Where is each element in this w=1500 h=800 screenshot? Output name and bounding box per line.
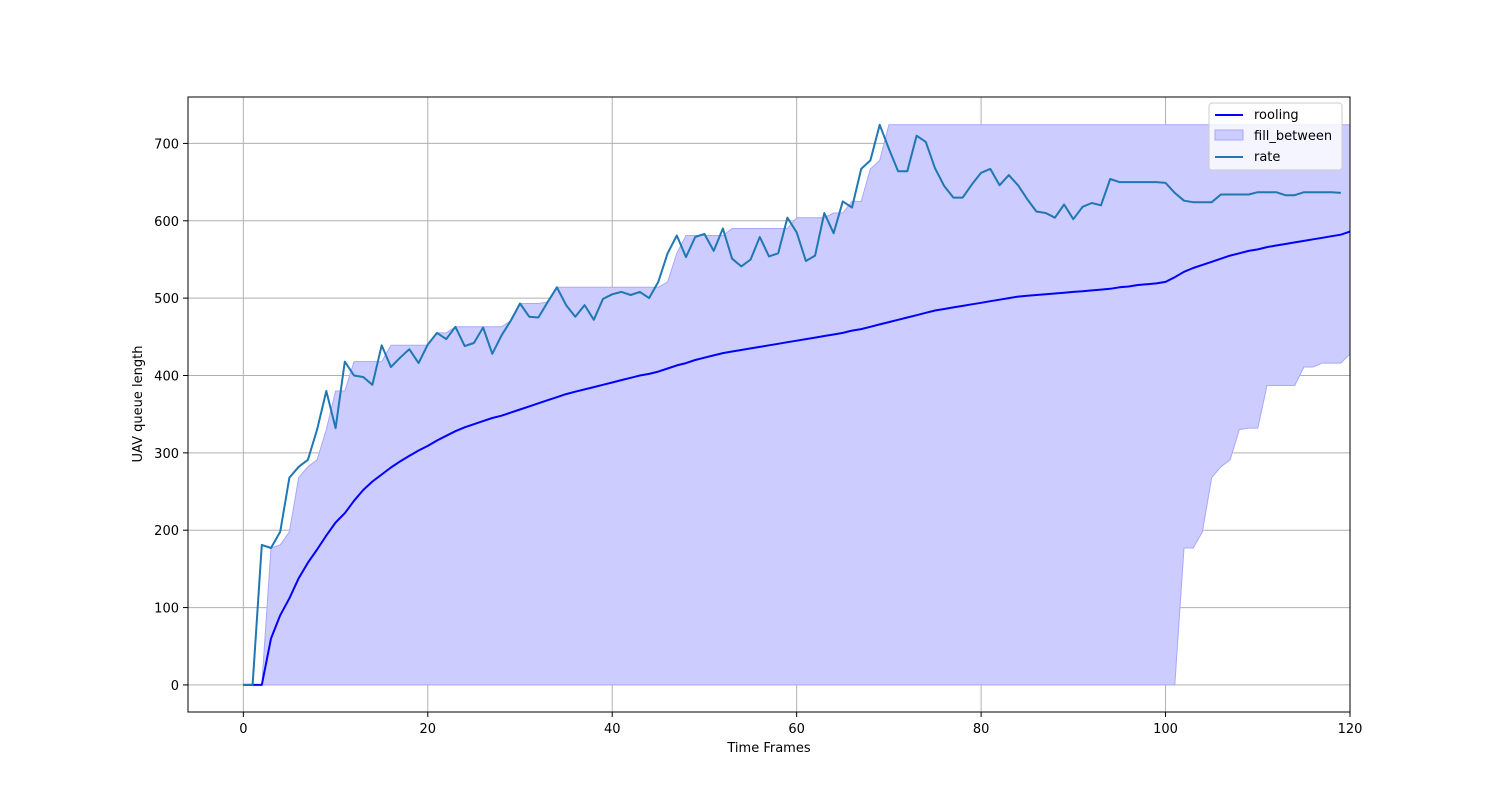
series-line-rooling (243, 230, 1351, 686)
legend-box (1208, 102, 1343, 171)
y-axis-label: UAV queue length (131, 346, 146, 463)
x-tick-label: 100 (1153, 722, 1178, 737)
plot-frame (187, 96, 1351, 713)
legend-label-rooling: rooling (1254, 108, 1299, 123)
x-tick-label: 80 (973, 722, 990, 737)
ticks: 0 20 40 60 80 100 120 0 100 200 300 400 500 600 700 (154, 137, 1362, 737)
series-lines (243, 123, 1351, 686)
y-tick-label: 200 (154, 524, 179, 539)
y-tick-label: 100 (154, 602, 179, 617)
x-tick-label: 120 (1338, 722, 1363, 737)
y-tick-label: 600 (154, 215, 179, 230)
x-axis-label: Time Frames (726, 741, 810, 756)
series-line-rate (243, 123, 1341, 686)
y-tick-label: 0 (171, 679, 179, 694)
x-tick-label: 60 (788, 722, 805, 737)
y-tick-label: 500 (154, 292, 179, 307)
y-tick-label: 700 (154, 137, 179, 152)
x-tick-label: 20 (420, 722, 437, 737)
y-tick-label: 400 (154, 369, 179, 384)
y-tick-label: 300 (154, 447, 179, 462)
x-tick-label: 0 (239, 722, 247, 737)
legend-label-rate: rate (1254, 150, 1280, 165)
legend-label-fill-between: fill_between (1254, 129, 1332, 144)
legend-swatch-fill-between (1214, 129, 1244, 141)
legend: rooling fill_between rate (1208, 102, 1343, 171)
x-tick-label: 40 (604, 722, 621, 737)
